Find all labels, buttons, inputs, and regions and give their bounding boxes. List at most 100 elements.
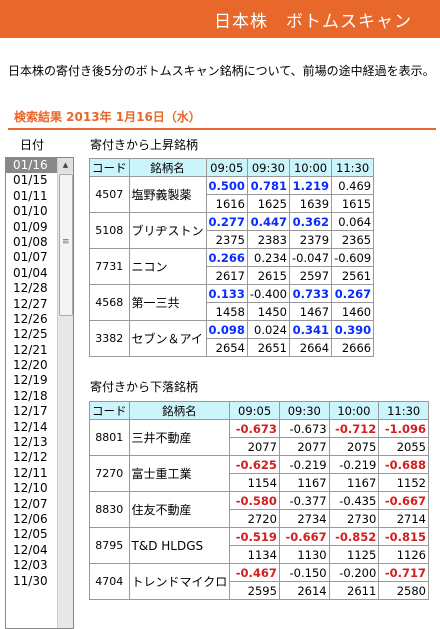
date-option[interactable]: 12/14 — [13, 419, 48, 434]
scroll-thumb[interactable] — [59, 174, 73, 316]
volume-cell: 2615 — [246, 266, 290, 285]
change-cell: -0.219 — [328, 455, 380, 474]
change-cell: 0.266 — [205, 248, 248, 267]
stock-code: 5108 — [89, 212, 130, 249]
date-option[interactable]: 12/25 — [13, 327, 48, 342]
stock-name: ニコン — [128, 248, 207, 285]
date-option[interactable]: 12/03 — [13, 558, 48, 573]
date-listbox[interactable]: 01/16 01/15 01/11 01/10 01/09 01/08 01/07 01/04… — [5, 157, 74, 629]
change-cell: 0.024 — [246, 320, 290, 339]
date-option[interactable]: 12/06 — [13, 511, 48, 526]
volume-cell: 1125 — [328, 545, 380, 564]
date-list-scrollbar[interactable]: ▲ — [57, 158, 73, 628]
date-label: 日付 — [20, 138, 45, 152]
date-option[interactable]: 12/11 — [13, 465, 48, 480]
change-cell: 0.500 — [205, 176, 248, 195]
date-option[interactable]: 01/08 — [13, 234, 48, 249]
date-option[interactable]: 01/07 — [13, 250, 48, 265]
column-header: コード — [89, 401, 130, 420]
change-cell: 1.219 — [288, 176, 333, 195]
date-options: 01/16 01/15 01/11 01/10 01/09 01/08 01/07 01/04… — [6, 158, 73, 589]
volume-cell: 2730 — [328, 509, 380, 528]
date-option[interactable]: 12/12 — [13, 450, 48, 465]
volume-cell: 1458 — [205, 302, 248, 321]
volume-cell: 2365 — [331, 230, 375, 249]
volume-cell: 2734 — [278, 509, 330, 528]
change-cell: -0.667 — [278, 527, 330, 546]
volume-cell: 1615 — [331, 194, 375, 213]
date-option[interactable]: 01/10 — [13, 204, 48, 219]
date-option[interactable]: 12/19 — [13, 373, 48, 388]
date-option[interactable]: 01/16 — [6, 158, 73, 174]
volume-cell: 2055 — [378, 437, 429, 456]
date-option[interactable]: 12/27 — [13, 296, 48, 311]
volume-cell: 1167 — [278, 473, 330, 492]
date-option[interactable]: 12/10 — [13, 481, 48, 496]
change-cell: -0.609 — [331, 248, 375, 267]
change-cell: -0.625 — [229, 455, 280, 474]
change-cell: -0.435 — [328, 491, 380, 510]
date-option[interactable]: 12/20 — [13, 358, 48, 373]
column-header: 銘柄名 — [128, 158, 207, 177]
stock-name: 三井不動産 — [128, 419, 231, 456]
stock-code: 7270 — [89, 455, 130, 492]
volume-cell: 1467 — [288, 302, 333, 321]
page-banner: 日本株 ボトムスキャン — [0, 0, 440, 38]
date-option[interactable]: 12/18 — [13, 388, 48, 403]
stock-code: 7731 — [89, 248, 130, 285]
column-header: 11:30 — [378, 401, 429, 420]
change-cell: -0.673 — [229, 419, 280, 438]
date-option[interactable]: 11/30 — [13, 573, 48, 588]
rising-label: 寄付きから上昇銘柄 — [90, 138, 199, 152]
change-cell: 0.234 — [246, 248, 290, 267]
column-header: 11:30 — [331, 158, 375, 177]
volume-cell: 2597 — [288, 266, 333, 285]
change-cell: 0.733 — [288, 284, 333, 303]
stock-name: セブン＆アイ — [128, 320, 207, 357]
stock-code: 4507 — [89, 176, 130, 213]
date-option[interactable]: 12/13 — [13, 435, 48, 450]
date-option[interactable]: 12/05 — [13, 527, 48, 542]
column-header: 10:00 — [288, 158, 333, 177]
change-cell: 0.341 — [288, 320, 333, 339]
table-row: 8801 三井不動産 -0.673 -0.673 -0.712 -1.096 — [89, 419, 429, 456]
volume-cell: 2595 — [229, 581, 280, 600]
volume-cell: 1167 — [328, 473, 380, 492]
change-cell: 0.469 — [331, 176, 375, 195]
change-cell: -0.377 — [278, 491, 330, 510]
table-row-volume: 2654 2651 2664 2666 — [90, 338, 375, 357]
change-cell: -0.673 — [278, 419, 330, 438]
rising-stocks-table: コード 銘柄名 09:05 09:30 10:00 11:30 4507 塩野義製薬 0.500… — [89, 158, 375, 357]
table-row-volume: 1616 1625 1639 1615 — [90, 194, 375, 213]
date-option[interactable]: 01/09 — [13, 219, 48, 234]
change-cell: -0.519 — [229, 527, 280, 546]
date-option[interactable]: 12/28 — [13, 281, 48, 296]
table-row: 5108 ブリヂストン 0.277 0.447 0.362 0.064 — [89, 212, 375, 249]
stock-code: 3382 — [89, 320, 130, 357]
date-option[interactable]: 01/04 — [13, 265, 48, 280]
table-row: 4704 トレンドマイクロ -0.467 -0.150 -0.200 -0.717 — [89, 563, 429, 600]
volume-cell: 2651 — [246, 338, 290, 357]
change-cell: 0.277 — [205, 212, 248, 231]
date-option[interactable]: 12/04 — [13, 542, 48, 557]
table-row-volume: 2617 2615 2597 2561 — [90, 266, 375, 285]
scroll-up-icon[interactable]: ▲ — [58, 158, 73, 173]
change-cell: 0.267 — [331, 284, 375, 303]
volume-cell: 1126 — [378, 545, 429, 564]
date-option[interactable]: 01/15 — [13, 173, 48, 188]
volume-cell: 1154 — [229, 473, 280, 492]
date-option[interactable]: 12/17 — [13, 404, 48, 419]
date-option[interactable]: 12/07 — [13, 496, 48, 511]
change-cell: -1.096 — [378, 419, 429, 438]
table-row-volume: 1134 1130 1125 1126 — [90, 545, 429, 564]
volume-cell: 1616 — [205, 194, 248, 213]
date-option[interactable]: 12/26 — [13, 311, 48, 326]
stock-code: 4568 — [89, 284, 130, 321]
table-header-row: コード 銘柄名 09:05 09:30 10:00 11:30 — [89, 401, 429, 420]
date-option[interactable]: 01/11 — [13, 188, 48, 203]
change-cell: 0.133 — [205, 284, 248, 303]
table-row-volume: 2595 2614 2611 2580 — [90, 581, 429, 600]
column-header: 09:30 — [246, 158, 290, 177]
table-row-volume: 2077 2077 2075 2055 — [90, 437, 429, 456]
date-option[interactable]: 12/21 — [13, 342, 48, 357]
